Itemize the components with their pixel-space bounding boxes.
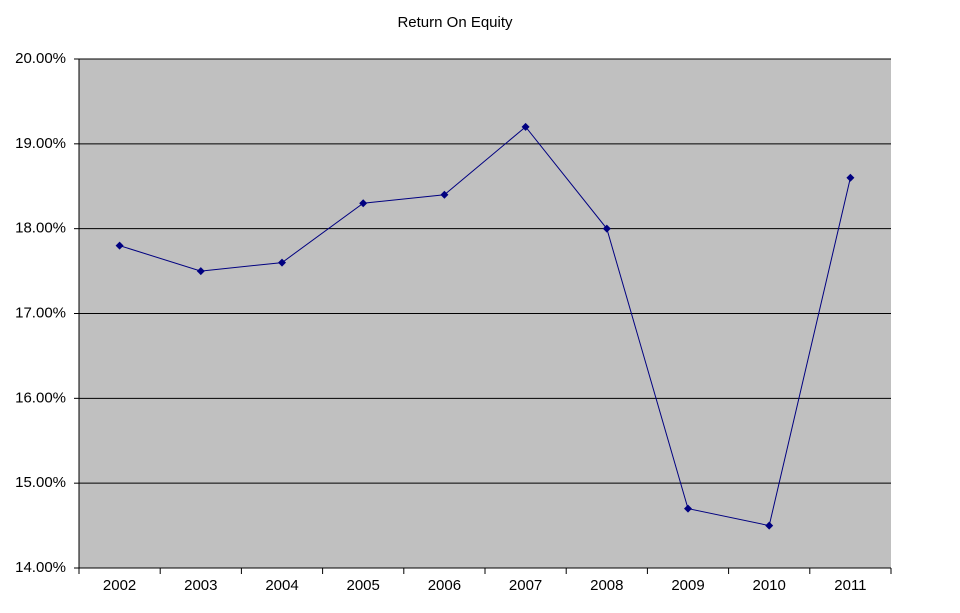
- marker: [521, 122, 530, 131]
- marker: [115, 241, 124, 250]
- x-tick-label: 2009: [671, 577, 704, 594]
- y-tick-label: 16.00%: [15, 389, 66, 406]
- x-tick-label: 2006: [428, 577, 461, 594]
- marker: [602, 224, 611, 233]
- x-tick-label: 2011: [834, 577, 866, 594]
- x-tick-label: 2008: [590, 577, 623, 594]
- y-tick-label: 18.00%: [15, 220, 66, 237]
- marker: [196, 267, 205, 276]
- marker: [846, 173, 855, 182]
- x-tick-label: 2005: [347, 577, 380, 594]
- marker: [440, 190, 449, 199]
- marker: [278, 258, 286, 267]
- marker: [684, 504, 692, 513]
- marker: [765, 521, 774, 530]
- y-tick-label: 14.00%: [15, 559, 66, 576]
- x-tick-label: 2003: [184, 577, 217, 594]
- y-tick-label: 19.00%: [15, 135, 66, 152]
- chart-title: Return On Equity: [397, 14, 513, 31]
- line: [119, 126, 851, 527]
- x-tick-label: 2004: [265, 577, 298, 594]
- y-tick-label: 20.00%: [15, 50, 66, 67]
- marker: [359, 199, 368, 208]
- x-tick-label: 2002: [103, 577, 136, 594]
- x-tick-label: 2007: [509, 577, 542, 594]
- y-tick-label: 17.00%: [15, 304, 66, 321]
- x-tick-label: 2010: [753, 577, 786, 594]
- y-tick-label: 15.00%: [15, 474, 66, 491]
